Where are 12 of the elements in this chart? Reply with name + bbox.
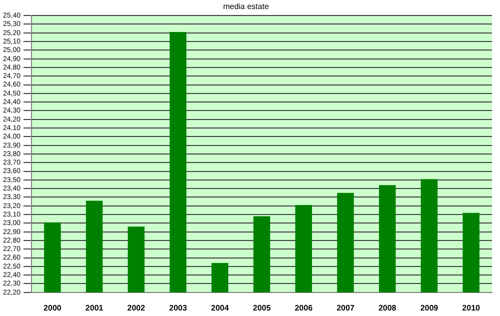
x-tick-label: 2004: [211, 303, 230, 312]
x-tick-label: 2009: [420, 303, 439, 312]
chart-title: media estate: [223, 2, 270, 12]
x-tick-label: 2000: [44, 303, 62, 312]
x-tick-label: 2010: [462, 303, 481, 312]
x-tick-label: 2003: [169, 303, 188, 312]
x-tick-label: 2007: [336, 303, 355, 312]
x-tick-label: 2008: [378, 303, 397, 312]
x-tick-label: 2002: [127, 303, 146, 312]
x-tick-label: 2001: [85, 303, 104, 312]
x-tick-label: 2005: [252, 303, 272, 312]
x-tick-label: 2006: [294, 303, 314, 312]
